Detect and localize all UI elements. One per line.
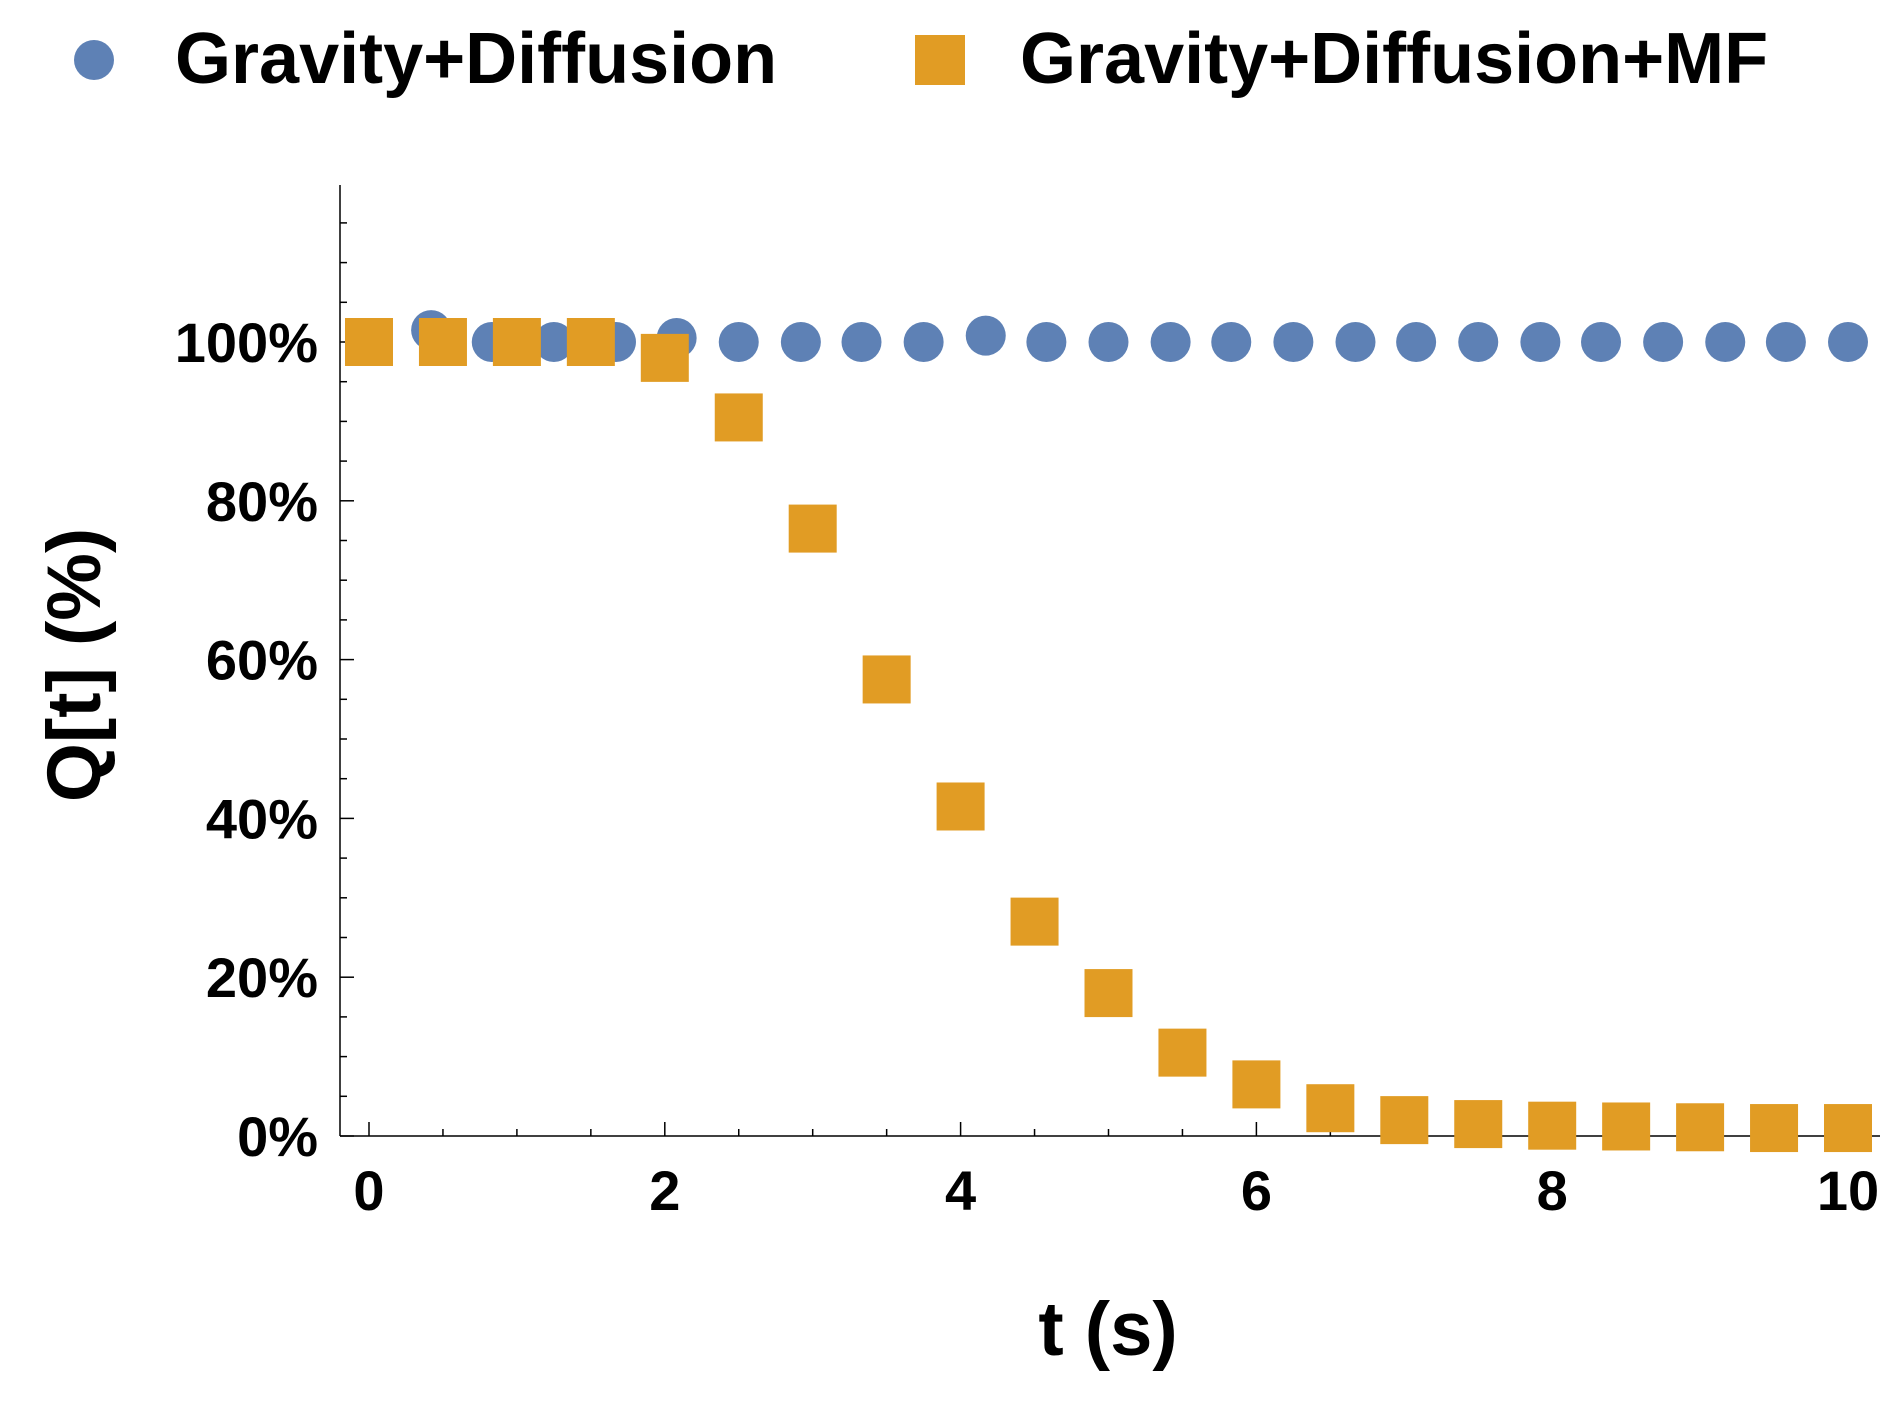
y-tick-label: 20% <box>206 946 318 1009</box>
data-point-gravity-diffusion-mf <box>862 655 911 704</box>
data-point-gravity-diffusion-mf <box>714 393 763 442</box>
data-point-gravity-diffusion-mf <box>1010 897 1059 946</box>
data-point-gravity-diffusion <box>1396 322 1437 362</box>
data-point-gravity-diffusion <box>903 322 944 362</box>
data-point-gravity-diffusion <box>1705 322 1746 362</box>
data-point-gravity-diffusion <box>1581 322 1622 362</box>
series-gravity-diffusion <box>349 310 1868 362</box>
x-tick-label: 0 <box>353 1159 384 1222</box>
data-point-gravity-diffusion-mf <box>936 782 985 831</box>
legend: Gravity+Diffusion Gravity+Diffusion+MF <box>74 19 1768 99</box>
data-point-gravity-diffusion <box>780 322 821 362</box>
data-point-gravity-diffusion-mf <box>418 318 467 366</box>
data-point-gravity-diffusion <box>1150 322 1191 362</box>
y-tick-label: 100% <box>175 311 318 374</box>
data-point-gravity-diffusion-mf <box>1158 1028 1207 1077</box>
y-tick-label: 80% <box>206 470 318 533</box>
x-axis-title: t (s) <box>1038 1287 1177 1372</box>
data-point-gravity-diffusion <box>841 322 882 362</box>
data-point-gravity-diffusion <box>533 322 574 362</box>
data-point-gravity-diffusion-mf <box>1380 1096 1429 1145</box>
y-tick-label: 0% <box>237 1105 318 1168</box>
data-point-gravity-diffusion-mf <box>492 318 541 366</box>
data-point-gravity-diffusion <box>718 322 759 362</box>
data-point-gravity-diffusion-mf <box>1602 1102 1651 1151</box>
x-tick-label: 8 <box>1537 1159 1568 1222</box>
data-point-gravity-diffusion <box>1643 322 1684 362</box>
x-tick-label: 4 <box>945 1159 976 1222</box>
data-point-gravity-diffusion-mf <box>1232 1060 1281 1109</box>
data-point-gravity-diffusion-mf <box>1454 1100 1503 1149</box>
legend-label-gravity-diffusion-mf: Gravity+Diffusion+MF <box>1020 19 1768 99</box>
y-tick-label: 40% <box>206 787 318 850</box>
data-point-gravity-diffusion <box>1458 322 1499 362</box>
series-gravity-diffusion-mf <box>345 318 1872 1153</box>
legend-marker-gravity-diffusion <box>74 40 114 80</box>
data-point-gravity-diffusion <box>1765 322 1806 362</box>
x-tick-label: 2 <box>649 1159 680 1222</box>
data-point-gravity-diffusion <box>1026 322 1067 362</box>
data-point-gravity-diffusion-mf <box>345 318 393 366</box>
data-point-gravity-diffusion-mf <box>1676 1103 1725 1152</box>
data-point-gravity-diffusion <box>1335 322 1376 362</box>
y-tick-label: 60% <box>206 629 318 692</box>
tick-labels: 0 2 4 6 8 100%20%40%60%80%100% <box>175 311 1879 1222</box>
y-axis-title: Q[t] (%) <box>32 528 117 802</box>
data-point-gravity-diffusion <box>1520 322 1561 362</box>
data-point-gravity-diffusion <box>1088 322 1129 362</box>
data-point-gravity-diffusion-mf <box>640 333 689 382</box>
data-point-gravity-diffusion <box>1828 322 1868 362</box>
x-tick-label: 10 <box>1817 1159 1879 1222</box>
data-point-gravity-diffusion-mf <box>1824 1104 1872 1153</box>
data-point-gravity-diffusion-mf <box>1084 969 1133 1018</box>
data-point-gravity-diffusion-mf <box>1528 1101 1577 1150</box>
data-point-gravity-diffusion-mf <box>1306 1084 1355 1133</box>
data-point-gravity-diffusion <box>965 315 1006 356</box>
data-point-gravity-diffusion-mf <box>566 318 615 366</box>
data-point-gravity-diffusion <box>1211 322 1252 362</box>
legend-label-gravity-diffusion: Gravity+Diffusion <box>175 19 777 99</box>
data-point-gravity-diffusion-mf <box>788 504 837 553</box>
data-point-gravity-diffusion-mf <box>1750 1104 1799 1153</box>
data-point-gravity-diffusion <box>1273 322 1314 362</box>
x-tick-label: 6 <box>1241 1159 1272 1222</box>
legend-marker-gravity-diffusion-mf <box>915 35 965 85</box>
